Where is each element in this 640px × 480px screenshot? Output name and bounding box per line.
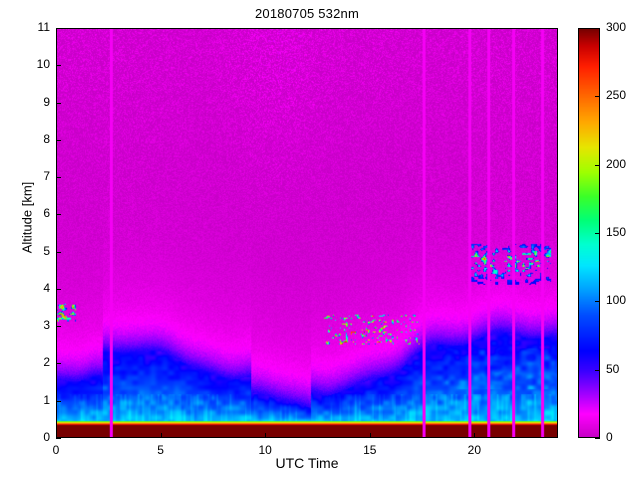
colorbar-tick-label: 50	[606, 361, 620, 376]
x-tick-mark	[474, 433, 475, 438]
y-tick-mark	[56, 177, 61, 178]
y-tick-mark	[56, 438, 61, 439]
y-tick-label: 0	[43, 430, 50, 444]
colorbar-tick-mark	[595, 165, 600, 166]
colorbar-tick-label: 0	[606, 430, 613, 444]
x-tick-label: 5	[157, 443, 164, 457]
y-tick-mark	[56, 326, 61, 327]
plot-area	[56, 28, 558, 438]
heatmap-canvas	[57, 29, 557, 437]
y-tick-label: 7	[43, 169, 50, 184]
y-tick-label: 5	[43, 243, 50, 258]
colorbar-tick-label: 100	[606, 293, 627, 308]
y-tick-label: 11	[37, 20, 50, 34]
colorbar-tick-mark	[595, 438, 600, 439]
y-tick-label: 4	[43, 280, 50, 295]
colorbar-tick-mark	[595, 28, 600, 29]
chart-title: 20180705 532nm	[254, 6, 359, 21]
y-tick-label: 1	[43, 392, 50, 407]
x-tick-label: 0	[52, 443, 60, 457]
x-tick-label: 20	[467, 443, 481, 457]
colorbar-tick-mark	[595, 96, 600, 97]
colorbar-tick-label: 300	[606, 20, 627, 34]
y-tick-mark	[56, 252, 61, 253]
x-tick-label: 15	[363, 443, 377, 457]
y-tick-label: 2	[43, 355, 50, 370]
colorbar-tick-label: 250	[606, 88, 627, 103]
y-tick-mark	[56, 28, 61, 29]
y-tick-mark	[56, 363, 61, 364]
y-tick-mark	[56, 289, 61, 290]
y-tick-label: 8	[43, 131, 50, 146]
colorbar-tick-mark	[595, 301, 600, 302]
colorbar-canvas	[579, 29, 599, 437]
x-tick-label: 10	[258, 443, 272, 457]
y-tick-mark	[56, 103, 61, 104]
colorbar-tick-mark	[595, 233, 600, 234]
y-tick-mark	[56, 214, 61, 215]
x-tick-mark	[161, 433, 162, 438]
colorbar-tick-mark	[595, 370, 600, 371]
y-tick-mark	[56, 65, 61, 66]
colorbar-tick-label: 200	[606, 156, 627, 171]
y-tick-mark	[56, 401, 61, 402]
colorbar-tick-label: 150	[606, 225, 627, 239]
y-tick-label: 10	[36, 57, 50, 72]
y-tick-label: 9	[43, 94, 50, 109]
x-tick-mark	[56, 433, 57, 438]
x-tick-mark	[265, 433, 266, 438]
y-tick-label: 6	[43, 206, 50, 221]
y-tick-label: 3	[43, 318, 50, 333]
x-axis-label: UTC Time	[275, 455, 339, 471]
x-tick-mark	[370, 433, 371, 438]
y-tick-mark	[56, 140, 61, 141]
